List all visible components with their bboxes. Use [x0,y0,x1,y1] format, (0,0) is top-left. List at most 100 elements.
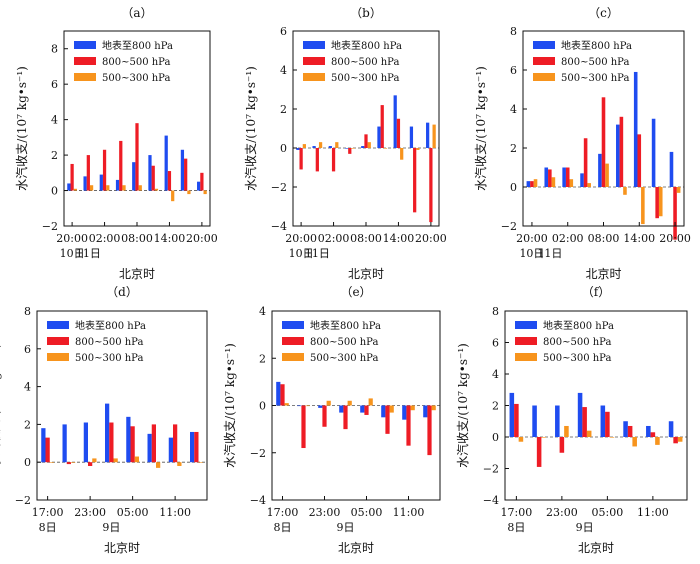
bar-orange [641,187,645,225]
bar-red [167,171,172,191]
legend-swatch-surface-800 [533,41,555,49]
x-tick-label: 23:00 [546,506,578,519]
bar-red [66,462,71,465]
y-tick-label: 4 [510,103,517,116]
bar-blue [296,148,300,150]
bar-orange [432,124,436,148]
bar-blue [544,167,549,187]
bar-blue [126,416,131,463]
bar-blue [402,405,407,420]
bar-red [151,165,155,191]
legend-label-500-300: 500~300 hPa [102,73,170,84]
bar-red [673,437,678,444]
y-tick-label: 8 [492,305,499,318]
bar-blue [67,183,71,191]
x-axis-title: 北京时 [585,267,621,281]
bar-orange [49,462,54,463]
bar-blue [147,433,152,463]
bar-orange [609,437,615,438]
bar-orange [134,456,139,463]
bar-blue [526,181,531,187]
y-tick-label: 6 [280,25,287,38]
x-tick-label: 05:00 [592,506,624,519]
bar-red [348,148,352,154]
bar-orange [351,148,355,149]
bar-blue [361,146,365,148]
y-axis-title: 水汽收支/(10⁷ kg•s⁻¹) [473,66,488,191]
panel-title: （b） [350,6,382,20]
x-axis-title: 北京时 [338,541,374,555]
bar-orange [154,188,159,191]
bar-blue [164,135,168,191]
legend-swatch-surface-800 [303,41,325,49]
bar-blue [580,173,584,187]
bar-orange [541,437,546,438]
bar-red [184,158,188,191]
legend-label-800-500: 800~500 hPa [102,57,170,68]
plot-frame [36,310,208,501]
bar-orange [326,400,331,406]
bar-red [619,116,624,187]
x-tick-label: 20:00 [285,232,317,245]
x-tick-label: 02:00 [89,232,121,245]
bar-red [331,148,336,172]
legend-label-800-500: 800~500 hPa [561,57,629,68]
date-label: 9日 [102,521,120,534]
x-tick-label: 17:00 [32,506,64,519]
y-tick-label: 0 [280,142,287,155]
panel-title: （a） [121,6,152,20]
legend-swatch-500-300 [303,73,325,81]
bar-red [102,149,107,191]
legend-label-surface-800: 地表至800 hPa [561,39,632,52]
legend-swatch-800-500 [47,337,69,345]
legend-label-surface-800: 地表至800 hPa [75,319,146,332]
bar-red [130,426,135,463]
bar-red [637,134,642,187]
legend-swatch-800-500 [515,337,537,345]
bar-orange [551,177,556,187]
x-tick-label: 02:00 [318,232,350,245]
x-tick-label: 11:00 [637,506,669,519]
x-tick-label: 20:00 [186,232,218,245]
bar-blue [132,162,136,191]
bar-orange [187,190,191,195]
bar-orange [92,458,97,463]
date-label: 10日 [60,247,85,260]
bar-orange [335,142,339,148]
bar-blue [328,146,332,148]
bar-blue [562,167,566,187]
bar-blue [99,174,103,191]
bar-orange [367,142,371,148]
panel-title: （d） [106,285,138,299]
legend-label-surface-800: 地表至800 hPa [543,319,614,332]
date-label: 8日 [39,521,57,534]
bar-orange [113,458,118,463]
bar-orange [106,185,110,191]
y-tick-label: 0 [24,456,31,469]
y-tick-label: 4 [24,381,31,394]
bar-blue [393,95,397,148]
bar-red [385,405,390,434]
bar-red [315,148,319,172]
bar-blue [668,421,674,437]
bar-blue [409,126,414,148]
bar-red [582,407,587,437]
bar-blue [339,405,344,413]
bar-red [406,405,411,446]
bar-blue [509,392,515,437]
y-tick-label: 2 [51,149,58,162]
bar-orange [171,190,175,202]
bar-orange [389,405,394,413]
date-label: 10日 [289,247,314,260]
bar-red [565,167,570,187]
bar-blue [426,122,430,148]
bar-blue [115,179,120,191]
bar-blue [555,405,560,437]
bar-blue [600,405,606,437]
bar-blue [312,146,316,148]
bar-blue [105,403,110,463]
x-tick-label: 14:00 [154,232,186,245]
y-tick-label: −2 [501,220,517,233]
legend-label-500-300: 500~300 hPa [310,353,378,364]
